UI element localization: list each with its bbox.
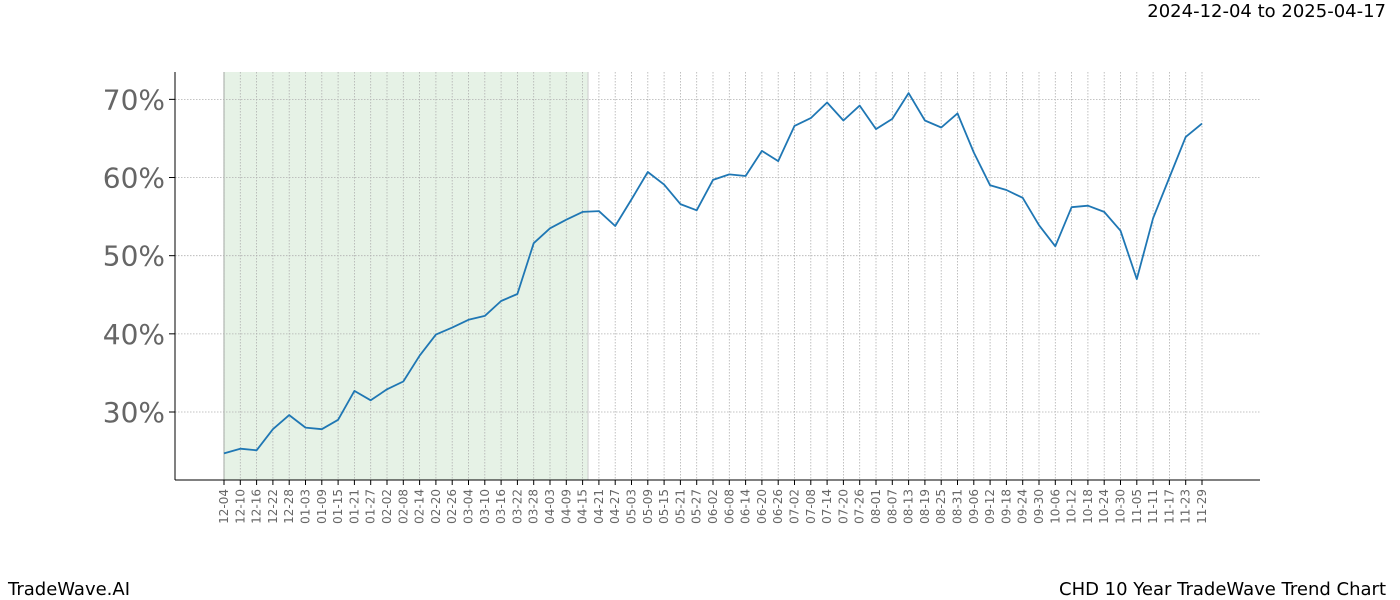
x-tick-label: 02-08 xyxy=(396,489,410,524)
x-tick-label: 04-21 xyxy=(592,489,606,524)
x-tick-label: 09-24 xyxy=(1016,489,1030,524)
x-tick-label: 04-15 xyxy=(576,489,590,524)
x-tick-label: 01-09 xyxy=(315,489,329,524)
x-tick-label: 12-16 xyxy=(250,489,264,524)
x-tick-label: 08-19 xyxy=(918,489,932,524)
x-tick-label: 06-20 xyxy=(755,489,769,524)
x-tick-label: 07-26 xyxy=(853,489,867,524)
x-tick-label: 10-24 xyxy=(1097,489,1111,524)
x-tick-label: 12-10 xyxy=(233,489,247,524)
x-tick-label: 09-18 xyxy=(999,489,1013,524)
x-tick-label: 08-31 xyxy=(951,489,965,524)
x-tick-label: 12-04 xyxy=(217,489,231,524)
x-tick-label: 07-02 xyxy=(788,489,802,524)
y-tick-label: 70% xyxy=(103,83,165,116)
x-tick-label: 11-17 xyxy=(1162,489,1176,524)
y-tick-label: 40% xyxy=(103,318,165,351)
x-tick-label: 02-26 xyxy=(445,489,459,524)
brand-label: TradeWave.AI xyxy=(8,579,131,600)
x-tick-label: 03-10 xyxy=(478,489,492,524)
x-tick-label: 05-03 xyxy=(625,489,639,524)
x-tick-label: 01-27 xyxy=(364,489,378,524)
x-tick-label: 05-15 xyxy=(657,489,671,524)
x-tick-label: 05-27 xyxy=(690,489,704,524)
x-tick-label: 08-13 xyxy=(902,489,916,524)
x-tick-label: 12-22 xyxy=(266,489,280,524)
x-tick-label: 03-28 xyxy=(527,489,541,524)
x-tick-label: 08-07 xyxy=(885,489,899,524)
x-tick-label: 11-29 xyxy=(1195,489,1209,524)
x-tick-label: 09-06 xyxy=(967,489,981,524)
x-tick-label: 05-09 xyxy=(641,489,655,524)
date-range-label: 2024-12-04 to 2025-04-17 xyxy=(1147,1,1386,22)
line-layer xyxy=(223,92,1203,455)
x-tick-label: 04-03 xyxy=(543,489,557,524)
x-tick-label: 11-23 xyxy=(1179,489,1193,524)
x-tick-label: 02-02 xyxy=(380,489,394,524)
x-tick-label: 07-20 xyxy=(836,489,850,524)
x-tick-label: 06-02 xyxy=(706,489,720,524)
x-tick-label: 04-27 xyxy=(608,489,622,524)
x-tick-label: 02-14 xyxy=(413,489,427,524)
x-tick-label: 11-11 xyxy=(1146,489,1160,524)
grid-layer xyxy=(175,72,1260,480)
y-tick-label: 50% xyxy=(103,240,165,273)
x-tick-label: 01-03 xyxy=(299,489,313,524)
x-tick-label: 06-08 xyxy=(722,489,736,524)
x-tick-label: 01-15 xyxy=(331,489,345,524)
x-tick-label: 06-14 xyxy=(739,489,753,524)
x-tick-label: 10-30 xyxy=(1114,489,1128,524)
x-tick-layer: 12-04 12-10 12-16 12-22 12-28 01-03 01-09 01-15… xyxy=(217,480,1209,524)
y-tick-label: 60% xyxy=(103,162,165,195)
x-tick-label: 09-30 xyxy=(1032,489,1046,524)
x-tick-label: 11-05 xyxy=(1130,489,1144,524)
x-tick-label: 09-12 xyxy=(983,489,997,524)
x-tick-label: 01-21 xyxy=(347,489,361,524)
x-tick-label: 10-06 xyxy=(1048,489,1062,524)
x-tick-label: 12-28 xyxy=(282,489,296,524)
y-tick-layer: 30% 40% 50% 60% 70% xyxy=(103,83,175,429)
x-tick-label: 03-04 xyxy=(462,489,476,524)
x-tick-label: 08-01 xyxy=(869,489,883,524)
chart-title-label: CHD 10 Year TradeWave Trend Chart xyxy=(1059,579,1386,600)
x-tick-label: 07-08 xyxy=(804,489,818,524)
x-tick-label: 05-21 xyxy=(673,489,687,524)
x-tick-label: 06-26 xyxy=(771,489,785,524)
x-tick-label: 03-16 xyxy=(494,489,508,524)
x-tick-label: 10-12 xyxy=(1065,489,1079,524)
x-tick-label: 10-18 xyxy=(1081,489,1095,524)
y-tick-label: 30% xyxy=(103,396,165,429)
x-tick-label: 03-22 xyxy=(510,489,524,524)
x-tick-label: 08-25 xyxy=(934,489,948,524)
x-tick-label: 02-20 xyxy=(429,489,443,524)
x-tick-label: 07-14 xyxy=(820,489,834,524)
series-line xyxy=(223,92,1203,455)
x-tick-label: 04-09 xyxy=(559,489,573,524)
